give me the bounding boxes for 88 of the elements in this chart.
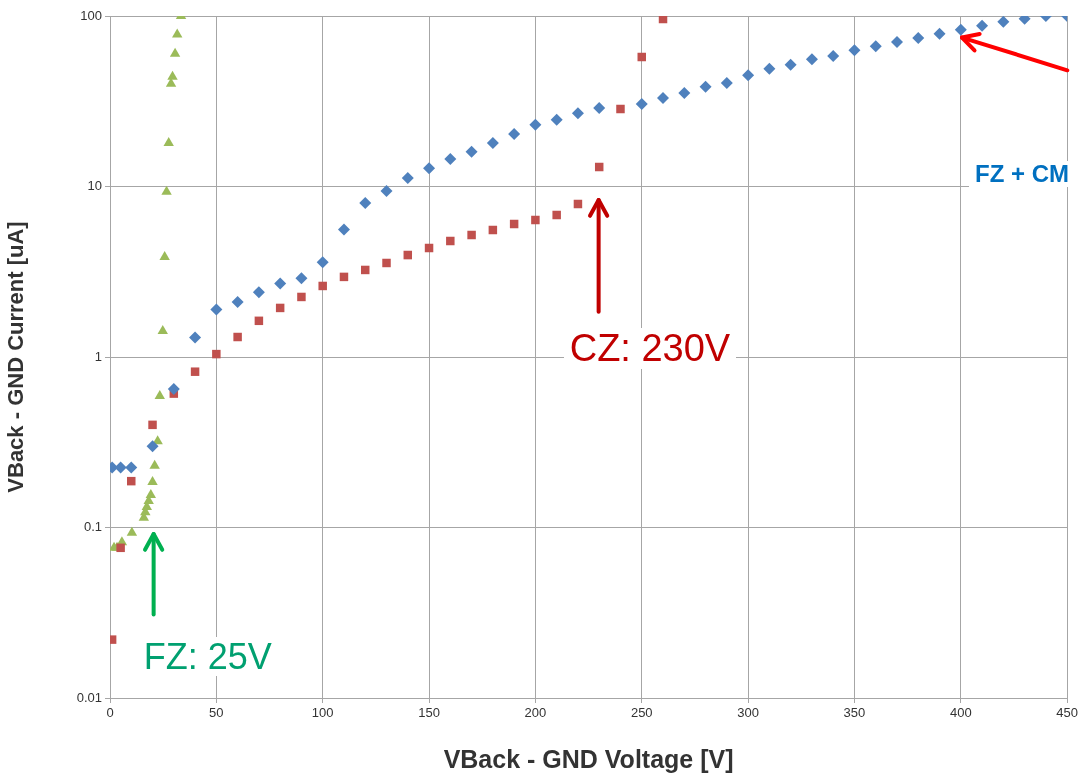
point: [161, 185, 172, 195]
point: [380, 185, 393, 198]
point: [848, 44, 861, 57]
point: [997, 16, 1010, 28]
point: [210, 303, 223, 316]
point: [784, 58, 797, 71]
point: [337, 223, 350, 236]
point: [159, 250, 170, 260]
point: [169, 47, 181, 57]
point: [742, 69, 755, 82]
point: [827, 49, 840, 62]
point: [318, 281, 327, 291]
point: [550, 113, 563, 126]
point: [933, 27, 946, 40]
y-axis-title: VBack - GND Current [uA]: [3, 221, 29, 493]
point: [146, 440, 159, 453]
point: [157, 325, 168, 335]
point: [274, 277, 287, 290]
point: [529, 118, 542, 131]
point: [295, 272, 308, 285]
point: [508, 128, 521, 141]
y-tick-label: 0.1: [83, 519, 102, 535]
point: [154, 390, 165, 400]
x-tick-label: 300: [737, 705, 759, 721]
point: [423, 162, 436, 175]
point: [658, 16, 668, 24]
point: [382, 258, 391, 268]
point: [110, 635, 117, 644]
point: [465, 145, 478, 158]
point: [531, 215, 540, 225]
point: [126, 526, 138, 536]
point: [444, 152, 457, 165]
point: [116, 543, 125, 553]
point: [401, 172, 414, 185]
point: [616, 104, 625, 114]
point: [805, 53, 818, 66]
x-axis-title: VBack - GND Voltage [V]: [443, 744, 734, 773]
y-tick-label: 10: [87, 178, 102, 194]
point: [231, 296, 244, 309]
point: [571, 107, 584, 120]
x-tick-label: 0: [106, 705, 114, 721]
point: [763, 62, 776, 75]
point: [148, 420, 157, 430]
point: [125, 461, 138, 474]
point: [635, 97, 648, 110]
x-tick-label: 200: [524, 705, 547, 721]
point: [189, 331, 202, 344]
point: [167, 70, 178, 80]
point: [316, 256, 329, 269]
point: [657, 92, 670, 105]
point: [163, 136, 174, 146]
y-tick-label: 100: [80, 7, 102, 23]
point: [212, 349, 221, 359]
point: [976, 19, 989, 32]
point: [912, 32, 925, 44]
y-tick-label: 1: [94, 348, 102, 364]
point: [678, 87, 691, 100]
point: [149, 459, 160, 469]
point: [446, 236, 455, 246]
point: [233, 332, 242, 342]
point: [252, 286, 265, 299]
x-tick-label: 50: [209, 705, 224, 721]
point: [145, 489, 157, 499]
x-tick-label: 100: [311, 705, 334, 721]
annotation: FZ + CM: [969, 159, 1075, 187]
x-tick-label: 150: [418, 705, 440, 721]
point: [167, 382, 180, 395]
point: [147, 475, 158, 485]
point: [359, 197, 372, 210]
x-tick-label: 250: [630, 705, 653, 721]
annotation: FZ: 25V: [137, 635, 278, 677]
point: [699, 80, 712, 93]
point: [954, 23, 967, 36]
point: [127, 476, 136, 486]
point: [486, 136, 499, 149]
point: [869, 40, 882, 53]
annotation: CZ: 230V: [563, 326, 737, 370]
point: [552, 210, 561, 220]
point: [190, 367, 200, 376]
point: [297, 292, 306, 302]
x-tick-label: 400: [949, 705, 972, 721]
point: [720, 77, 733, 90]
x-tick-label: 450: [1056, 705, 1079, 721]
y-tick-label: 0.01: [76, 689, 102, 705]
point: [467, 230, 476, 240]
point: [890, 36, 903, 49]
x-tick-label: 350: [843, 705, 866, 721]
point: [593, 101, 606, 114]
